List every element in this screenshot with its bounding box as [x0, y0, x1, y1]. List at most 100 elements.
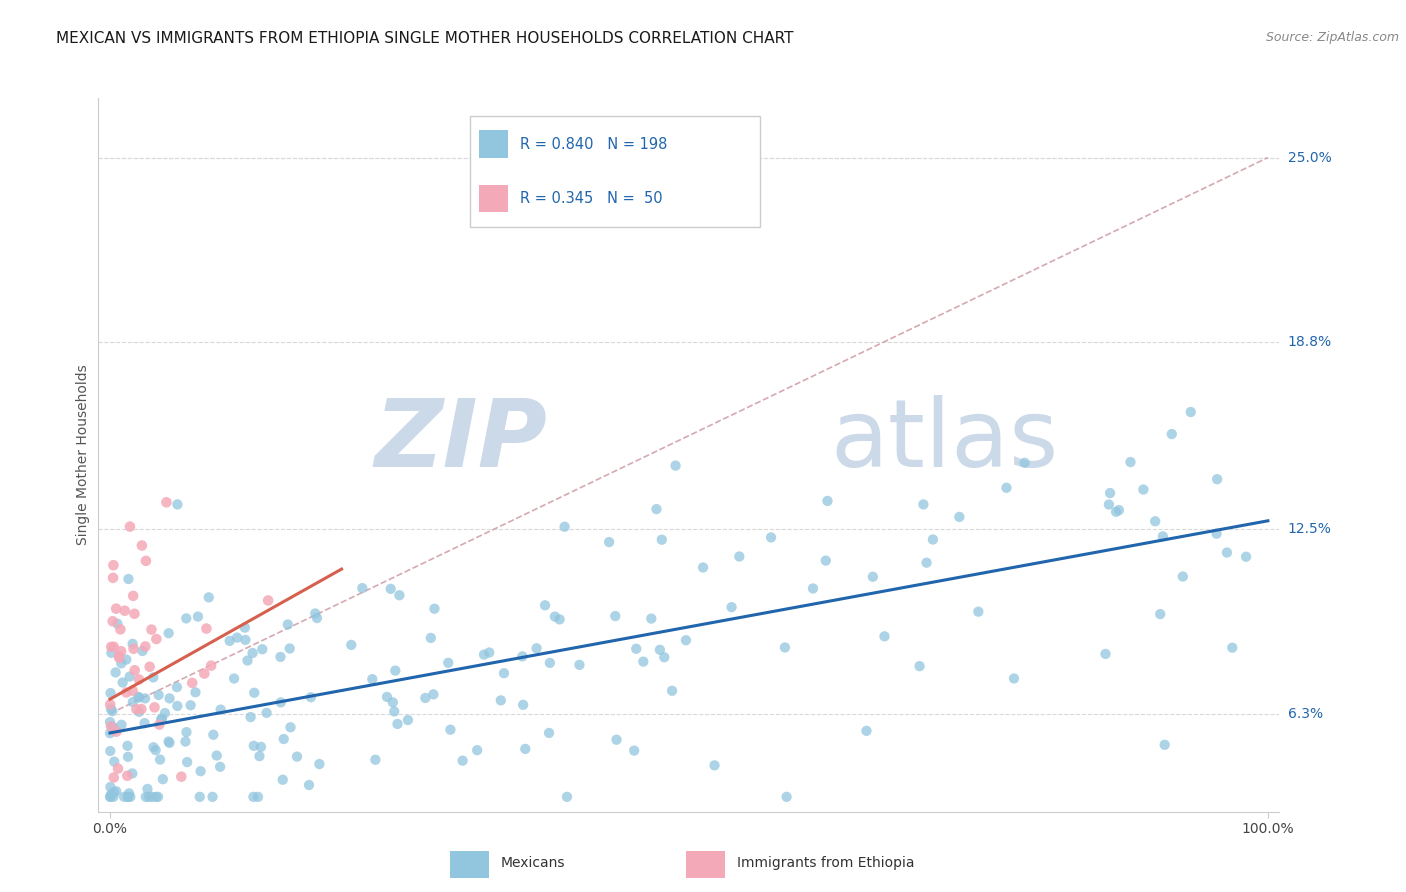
Point	[1105, 505, 1128, 519]
Point	[492, 666, 515, 681]
Point	[98, 698, 121, 712]
Point	[98, 726, 121, 740]
Point	[922, 533, 945, 547]
Point	[98, 744, 121, 758]
Point	[235, 632, 257, 647]
Point	[396, 713, 419, 727]
Point	[121, 695, 143, 709]
Point	[101, 571, 124, 585]
Point	[626, 641, 648, 656]
Point	[1094, 647, 1116, 661]
Point	[270, 695, 292, 709]
Point	[103, 789, 125, 804]
Point	[277, 617, 299, 632]
Point	[135, 554, 157, 568]
Point	[249, 749, 271, 764]
Point	[1099, 486, 1122, 500]
Point	[243, 686, 266, 700]
Point	[142, 670, 165, 684]
Point	[174, 734, 197, 748]
Point	[195, 622, 218, 636]
Point	[209, 760, 232, 774]
Point	[98, 789, 121, 804]
Point	[110, 644, 132, 658]
Text: 12.5%: 12.5%	[1288, 522, 1331, 536]
Point	[271, 772, 294, 787]
Point	[101, 820, 124, 834]
Point	[242, 789, 264, 804]
Point	[598, 535, 620, 549]
Point	[131, 702, 153, 716]
Point	[489, 693, 512, 707]
Point	[111, 675, 134, 690]
Point	[387, 717, 409, 731]
Point	[1153, 738, 1175, 752]
Point	[135, 789, 157, 804]
Point	[648, 642, 671, 657]
Point	[422, 687, 444, 701]
Point	[773, 640, 796, 655]
Point	[101, 720, 124, 734]
Point	[1171, 569, 1194, 583]
Point	[1180, 405, 1202, 419]
Point	[280, 720, 302, 734]
Point	[98, 715, 121, 730]
Point	[117, 749, 139, 764]
Point	[122, 589, 145, 603]
Point	[233, 621, 256, 635]
Point	[110, 623, 132, 637]
Point	[143, 700, 166, 714]
Point	[652, 650, 675, 665]
Point	[115, 652, 138, 666]
Point	[112, 789, 135, 804]
Point	[112, 820, 135, 834]
Point	[437, 656, 460, 670]
Point	[98, 820, 121, 834]
Point	[555, 789, 578, 804]
Point	[166, 497, 188, 511]
Point	[188, 789, 211, 804]
Point	[640, 611, 662, 625]
Point	[855, 723, 877, 738]
Point	[114, 604, 136, 618]
Point	[138, 789, 160, 804]
Point	[1132, 483, 1154, 497]
Text: ZIP: ZIP	[374, 394, 547, 487]
Point	[278, 641, 301, 656]
Point	[692, 560, 714, 574]
Point	[912, 498, 935, 512]
Point	[149, 753, 172, 767]
Point	[122, 641, 145, 656]
Point	[145, 743, 167, 757]
Point	[1234, 549, 1257, 564]
Point	[145, 632, 167, 646]
Point	[512, 698, 534, 712]
Point	[100, 646, 122, 660]
Point	[128, 690, 150, 705]
Point	[299, 690, 322, 705]
Point	[250, 739, 273, 754]
Point	[1144, 514, 1167, 528]
Text: atlas: atlas	[831, 394, 1059, 487]
Point	[100, 789, 122, 804]
Text: Source: ZipAtlas.com: Source: ZipAtlas.com	[1265, 31, 1399, 45]
Point	[242, 646, 264, 660]
Point	[201, 789, 224, 804]
Point	[380, 582, 402, 596]
Point	[98, 780, 121, 794]
Point	[103, 558, 125, 573]
Point	[544, 609, 567, 624]
Point	[817, 494, 839, 508]
Point	[1206, 472, 1229, 486]
Point	[633, 655, 655, 669]
Point	[107, 762, 129, 776]
Point	[1002, 672, 1025, 686]
Point	[120, 820, 142, 834]
Point	[100, 640, 122, 654]
Point	[153, 706, 176, 720]
Point	[375, 690, 398, 704]
Point	[205, 748, 228, 763]
Point	[257, 593, 280, 607]
Point	[190, 764, 212, 779]
Point	[166, 680, 188, 694]
